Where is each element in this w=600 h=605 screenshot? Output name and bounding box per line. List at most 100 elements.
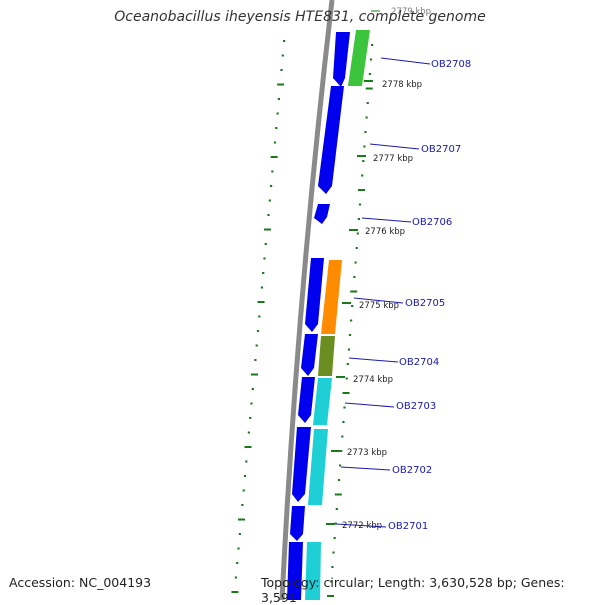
track-dot	[238, 518, 245, 521]
gene-leader-line	[344, 402, 395, 408]
track-dot	[358, 189, 365, 191]
ruler: 2779 kbp 2778 kbp 2777 kbp 2776 kbp 2775…	[326, 7, 431, 531]
track-dot	[333, 537, 336, 539]
cog-block-green[interactable]	[348, 30, 370, 86]
track-dot	[348, 334, 352, 336]
track-dot	[350, 319, 353, 322]
tick-label: 2776 kbp	[365, 227, 405, 237]
tick-label: 2773 kbp	[347, 448, 387, 458]
gene-label-ob2706[interactable]: OB2706	[412, 217, 452, 228]
track-dot	[353, 276, 356, 278]
track-dot	[335, 508, 338, 510]
tick-label: 2779 kbp	[391, 7, 431, 17]
gc-content-track	[231, 40, 286, 593]
gene-leader-line	[361, 217, 412, 223]
track-dot	[277, 98, 280, 100]
track-dot	[251, 388, 254, 390]
gene-label-ob2705[interactable]: OB2705	[405, 298, 445, 309]
track-dot	[354, 261, 357, 264]
track-dot	[262, 272, 265, 274]
track-dot	[271, 170, 274, 173]
track-dot	[332, 551, 335, 554]
track-dot	[241, 504, 244, 506]
cds-arrow[interactable]	[333, 32, 350, 87]
track-dot	[257, 301, 265, 303]
gene-label-ob2703[interactable]: OB2703	[396, 401, 436, 412]
cds-arrow[interactable]	[292, 427, 311, 502]
track-dot	[346, 363, 349, 365]
track-dot	[267, 214, 270, 216]
track-dot	[247, 431, 250, 434]
cds-arrow[interactable]	[305, 258, 324, 332]
cds-track	[287, 32, 350, 600]
gene-label-ob2704[interactable]: OB2704	[399, 357, 439, 368]
track-dot	[254, 359, 257, 361]
track-dot	[283, 40, 286, 42]
track-dot	[251, 373, 258, 376]
track-dot	[366, 102, 369, 104]
track-dot	[250, 402, 253, 405]
track-dot	[281, 54, 284, 57]
gene-leader-line	[353, 297, 404, 304]
track-dot	[355, 247, 358, 249]
cds-arrow[interactable]	[314, 204, 330, 224]
track-dot	[331, 566, 334, 568]
track-dot	[341, 435, 344, 438]
cds-arrow[interactable]	[287, 542, 303, 600]
gene-leader-line	[335, 523, 387, 528]
track-dot	[334, 493, 342, 496]
cog-block-cyan[interactable]	[313, 378, 332, 425]
track-dot	[362, 160, 365, 162]
cog-block-olive[interactable]	[318, 336, 335, 376]
gene-leader-line	[380, 57, 431, 65]
tick-label: 2778 kbp	[382, 80, 422, 90]
track-dot	[243, 475, 247, 477]
gc-skew-track	[327, 44, 374, 597]
topology-text: Topology: circular; Length: 3,630,528 bp…	[261, 575, 565, 605]
cds-arrow[interactable]	[290, 506, 305, 541]
track-dot	[231, 591, 239, 593]
track-dot	[337, 479, 341, 481]
track-dot	[244, 446, 252, 448]
track-dot	[245, 460, 248, 463]
track-dot	[273, 141, 277, 144]
cds-arrow[interactable]	[318, 86, 344, 194]
cds-arrow[interactable]	[298, 377, 315, 423]
track-dot	[276, 112, 279, 115]
track-dot	[264, 228, 271, 231]
track-dot	[363, 145, 366, 148]
cog-block-orange[interactable]	[321, 260, 342, 334]
track-dot	[364, 131, 367, 133]
track-dot	[270, 185, 273, 187]
gene-label-ob2708[interactable]: OB2708	[431, 59, 471, 70]
track-dot	[345, 377, 348, 380]
track-dot	[361, 174, 364, 177]
track-dot	[347, 348, 350, 351]
cog-block-cyan[interactable]	[308, 429, 328, 505]
track-dot	[234, 576, 237, 579]
track-dot	[260, 286, 263, 289]
track-dot	[263, 257, 266, 260]
gene-leader-line	[348, 357, 399, 363]
gene-labels: OB2708 OB2707 OB2706 OB2705 OB2704 OB270…	[335, 57, 471, 532]
track-dot	[275, 127, 278, 129]
track-dot	[256, 330, 260, 332]
cog-block-cyan[interactable]	[305, 542, 321, 600]
track-dot	[369, 58, 373, 61]
track-dot	[238, 533, 241, 535]
gene-label-ob2707[interactable]: OB2707	[421, 144, 461, 155]
track-dot	[277, 83, 285, 86]
tick-label: 2775 kbp	[359, 301, 399, 311]
track-dot	[268, 199, 271, 202]
track-dot	[351, 305, 354, 307]
track-dot	[258, 315, 261, 318]
track-dot	[237, 547, 240, 550]
track-dot	[236, 562, 239, 564]
gene-label-ob2701[interactable]: OB2701	[388, 521, 428, 532]
track-dot	[280, 69, 283, 71]
gene-label-ob2702[interactable]: OB2702	[392, 465, 432, 476]
cds-arrow[interactable]	[301, 334, 318, 376]
track-dot	[350, 290, 358, 293]
track-dot	[343, 406, 346, 409]
